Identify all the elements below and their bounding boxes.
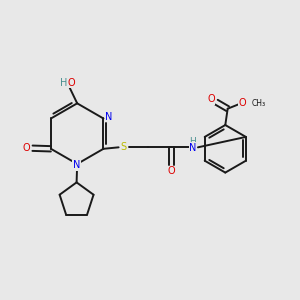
Text: H: H [190, 137, 196, 146]
Text: O: O [207, 94, 215, 104]
Text: CH₃: CH₃ [252, 99, 266, 108]
Text: N: N [189, 143, 197, 153]
Text: O: O [68, 77, 75, 88]
Text: H: H [59, 77, 67, 88]
Text: N: N [105, 112, 112, 122]
Text: S: S [121, 142, 127, 152]
Text: O: O [238, 98, 246, 108]
Text: O: O [23, 143, 30, 153]
Text: N: N [73, 160, 80, 170]
Text: O: O [167, 166, 175, 176]
